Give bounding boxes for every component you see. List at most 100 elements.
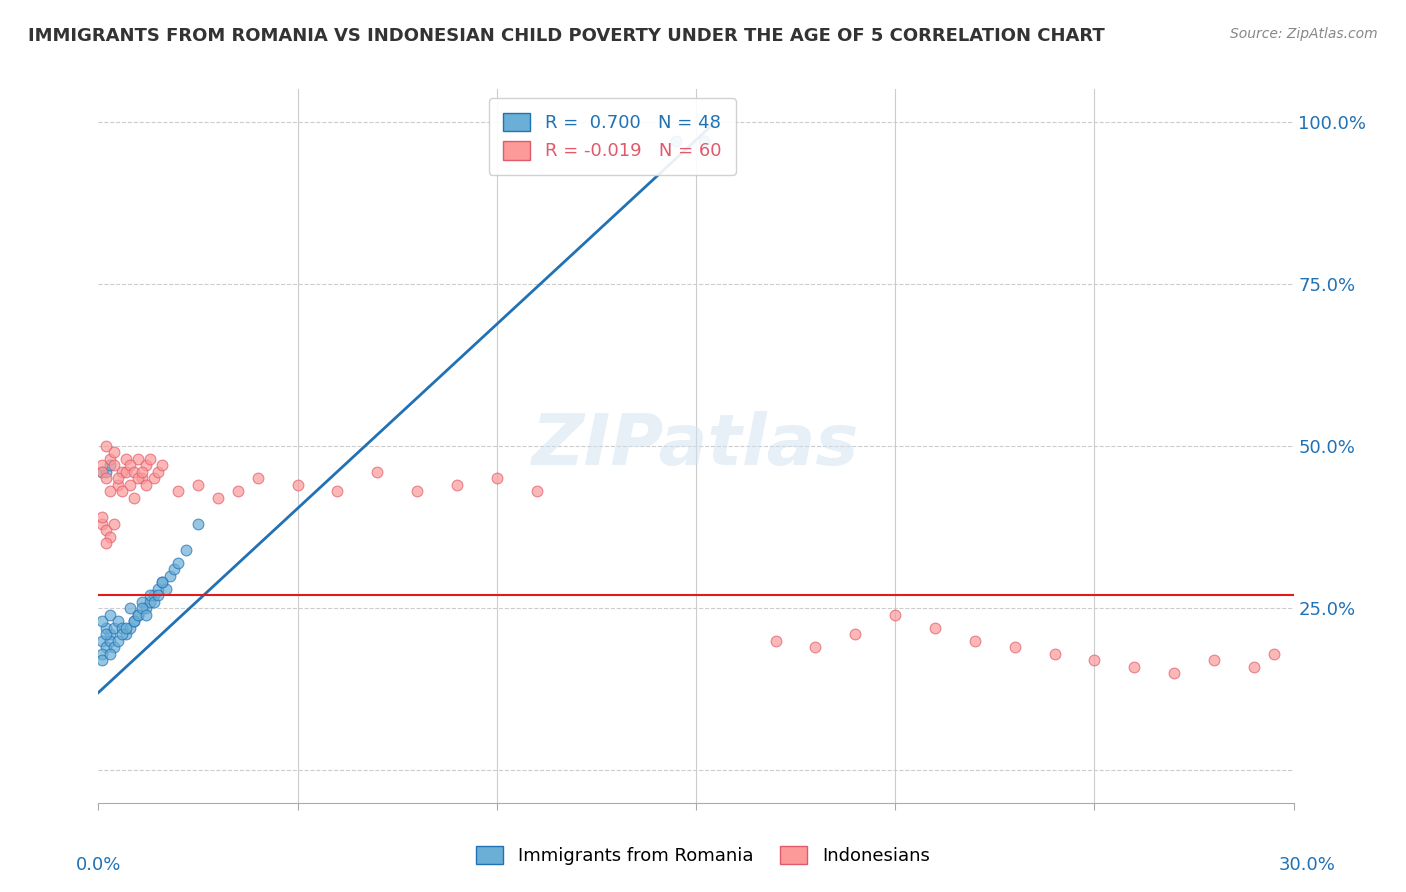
Immigrants from Romania	[159, 568, 181, 582]
Indonesians	[1123, 659, 1146, 673]
Text: ZIPatlas: ZIPatlas	[533, 411, 859, 481]
Immigrants from Romania	[131, 595, 153, 609]
Immigrants from Romania	[174, 542, 197, 557]
Indonesians	[131, 465, 153, 479]
Indonesians	[96, 439, 118, 453]
Indonesians	[804, 640, 827, 654]
Immigrants from Romania	[96, 640, 118, 654]
Immigrants from Romania	[148, 582, 170, 596]
Indonesians	[167, 484, 190, 499]
Indonesians	[111, 465, 134, 479]
Immigrants from Romania	[155, 582, 177, 596]
Immigrants from Romania	[115, 627, 138, 641]
Immigrants from Romania	[96, 627, 118, 641]
Indonesians	[187, 478, 209, 492]
Indonesians	[127, 452, 149, 467]
Immigrants from Romania	[120, 601, 142, 615]
Immigrants from Romania	[103, 640, 125, 654]
Text: 30.0%: 30.0%	[1279, 856, 1336, 874]
Immigrants from Romania	[98, 458, 122, 473]
Immigrants from Romania	[115, 621, 138, 635]
Indonesians	[924, 621, 946, 635]
Indonesians	[287, 478, 309, 492]
Indonesians	[135, 458, 157, 473]
Indonesians	[207, 491, 229, 505]
Indonesians	[96, 536, 118, 550]
Indonesians	[844, 627, 866, 641]
Indonesians	[526, 484, 548, 499]
Legend: R =  0.700   N = 48, R = -0.019   N = 60: R = 0.700 N = 48, R = -0.019 N = 60	[489, 98, 735, 175]
Immigrants from Romania	[103, 621, 125, 635]
Immigrants from Romania	[150, 575, 173, 590]
Indonesians	[406, 484, 429, 499]
Indonesians	[98, 452, 122, 467]
Immigrants from Romania	[91, 633, 114, 648]
Indonesians	[485, 471, 508, 485]
Immigrants from Romania	[91, 653, 114, 667]
Immigrants from Romania	[150, 575, 173, 590]
Immigrants from Romania	[98, 607, 122, 622]
Indonesians	[98, 484, 122, 499]
Indonesians	[1043, 647, 1066, 661]
Indonesians	[884, 607, 907, 622]
Immigrants from Romania	[187, 516, 209, 531]
Indonesians	[103, 445, 125, 459]
Indonesians	[96, 524, 118, 538]
Legend: Immigrants from Romania, Indonesians: Immigrants from Romania, Indonesians	[467, 837, 939, 874]
Indonesians	[326, 484, 349, 499]
Immigrants from Romania	[131, 601, 153, 615]
Indonesians	[115, 452, 138, 467]
Immigrants from Romania	[98, 633, 122, 648]
Indonesians	[103, 516, 125, 531]
Indonesians	[366, 465, 388, 479]
Indonesians	[1083, 653, 1105, 667]
Immigrants from Romania	[111, 621, 134, 635]
Indonesians	[246, 471, 269, 485]
Immigrants from Romania	[91, 465, 114, 479]
Immigrants from Romania	[127, 607, 149, 622]
Indonesians	[120, 458, 142, 473]
Indonesians	[98, 530, 122, 544]
Indonesians	[963, 633, 986, 648]
Indonesians	[148, 465, 170, 479]
Immigrants from Romania	[139, 595, 162, 609]
Indonesians	[91, 458, 114, 473]
Immigrants from Romania	[111, 627, 134, 641]
Indonesians	[150, 458, 173, 473]
Indonesians	[1163, 666, 1185, 681]
Immigrants from Romania	[135, 607, 157, 622]
Immigrants from Romania	[127, 607, 149, 622]
Immigrants from Romania	[91, 614, 114, 628]
Indonesians	[120, 478, 142, 492]
Indonesians	[124, 465, 146, 479]
Indonesians	[446, 478, 468, 492]
Indonesians	[143, 471, 166, 485]
Immigrants from Romania	[107, 633, 129, 648]
Immigrants from Romania	[143, 588, 166, 602]
Immigrants from Romania	[124, 614, 146, 628]
Indonesians	[111, 484, 134, 499]
Indonesians	[91, 465, 114, 479]
Indonesians	[1202, 653, 1225, 667]
Indonesians	[124, 491, 146, 505]
Indonesians	[127, 471, 149, 485]
Immigrants from Romania	[120, 621, 142, 635]
Indonesians	[91, 510, 114, 524]
Immigrants from Romania	[96, 465, 118, 479]
Immigrants from Romania	[98, 627, 122, 641]
Indonesians	[91, 516, 114, 531]
Immigrants from Romania	[98, 647, 122, 661]
Immigrants from Romania	[148, 588, 170, 602]
Immigrants from Romania	[91, 647, 114, 661]
Immigrants from Romania	[139, 588, 162, 602]
Immigrants from Romania	[143, 595, 166, 609]
Immigrants from Romania	[665, 134, 688, 148]
Immigrants from Romania	[167, 556, 190, 570]
Text: 0.0%: 0.0%	[76, 856, 121, 874]
Indonesians	[115, 465, 138, 479]
Indonesians	[135, 478, 157, 492]
Immigrants from Romania	[107, 614, 129, 628]
Immigrants from Romania	[124, 614, 146, 628]
Indonesians	[107, 478, 129, 492]
Indonesians	[1243, 659, 1265, 673]
